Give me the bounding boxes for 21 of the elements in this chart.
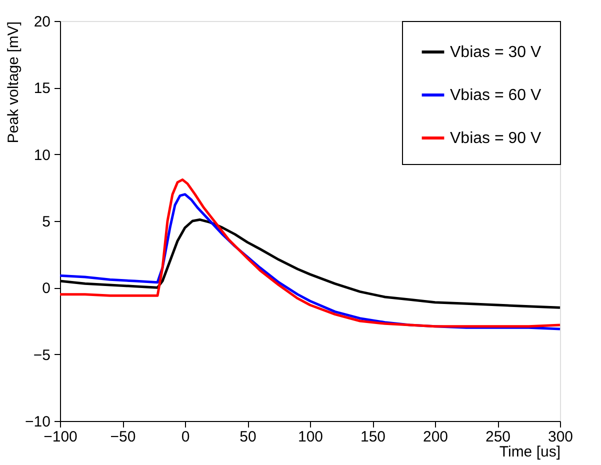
x-tick-label: −100 xyxy=(44,428,78,446)
y-tick-label: −5 xyxy=(33,346,50,364)
x-tick-label: 0 xyxy=(181,428,190,446)
legend-label: Vbias = 60 V xyxy=(450,87,542,104)
y-tick-label: 10 xyxy=(34,146,50,164)
legend-label: Vbias = 90 V xyxy=(450,130,542,147)
legend-label: Vbias = 30 V xyxy=(450,44,542,61)
x-axis-title: Time [us] xyxy=(499,444,560,460)
x-tick-label: 150 xyxy=(360,428,386,446)
y-tick-label: 5 xyxy=(42,214,50,230)
x-tick-label: 300 xyxy=(548,428,574,446)
y-tick-label: 20 xyxy=(34,14,50,30)
x-tick-label: −50 xyxy=(110,428,136,446)
x-tick-label: 50 xyxy=(240,428,256,446)
x-tick-label: 100 xyxy=(298,428,324,446)
y-tick-label: 15 xyxy=(34,80,50,98)
y-axis-title: Peak voltage [mV] xyxy=(5,22,22,144)
x-tick-label: 250 xyxy=(485,428,511,446)
y-tick-label: −10 xyxy=(25,414,50,430)
y-tick-label: 0 xyxy=(42,280,50,298)
x-tick-label: 200 xyxy=(422,428,448,446)
